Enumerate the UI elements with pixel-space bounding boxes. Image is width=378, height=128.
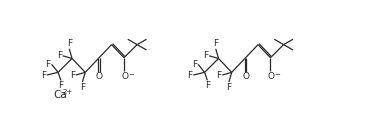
Text: O: O [96, 72, 103, 81]
Text: F: F [192, 60, 197, 69]
Text: F: F [41, 71, 46, 79]
Text: F: F [205, 81, 210, 90]
Text: Ca: Ca [53, 90, 67, 100]
Text: F: F [226, 83, 231, 92]
Text: F: F [213, 39, 218, 48]
Text: F: F [70, 71, 75, 79]
Text: F: F [203, 51, 208, 60]
Text: F: F [58, 81, 64, 90]
Text: O: O [268, 72, 275, 81]
Text: F: F [187, 71, 192, 79]
Text: O: O [121, 72, 128, 81]
Text: F: F [67, 39, 72, 48]
Text: −: − [128, 72, 134, 78]
Text: 2+: 2+ [63, 89, 73, 95]
Text: F: F [80, 83, 85, 92]
Text: F: F [216, 71, 222, 79]
Text: −: − [274, 72, 280, 78]
Text: F: F [46, 60, 51, 69]
Text: F: F [57, 51, 62, 60]
Text: O: O [242, 72, 249, 81]
